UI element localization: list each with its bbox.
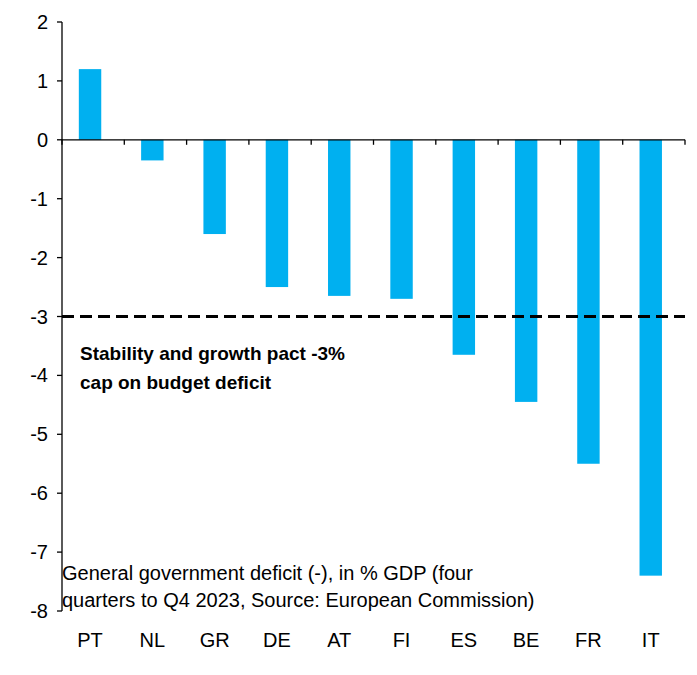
reference-label: cap on budget deficit xyxy=(80,372,272,393)
y-tick-label: -5 xyxy=(30,423,48,445)
y-tick xyxy=(57,375,62,376)
reference-label: Stability and growth pact -3% xyxy=(80,343,345,364)
x-tick-label: PT xyxy=(77,629,103,651)
x-tick xyxy=(124,140,125,145)
x-tick-label: AT xyxy=(327,629,351,651)
chart: -8 -7 -6 -5 -4 -3 -2 -1 0 1 2 PT NL GR DE AT FI ES BE FR IT S… xyxy=(0,0,697,675)
y-tick xyxy=(57,493,62,494)
bar xyxy=(141,140,163,161)
y-tick-label: 2 xyxy=(37,11,48,33)
bar xyxy=(328,140,350,296)
x-tick-label: ES xyxy=(450,629,477,651)
x-tick xyxy=(497,140,498,145)
bar xyxy=(390,140,412,299)
x-tick xyxy=(435,140,436,145)
y-tick-label: -8 xyxy=(30,600,48,622)
bars xyxy=(79,69,662,576)
title: General government deficit (-), in % GDP… xyxy=(62,562,473,584)
y-tick-label: 1 xyxy=(37,70,48,92)
x-tick-label: FR xyxy=(575,629,602,651)
x-tick-label: DE xyxy=(263,629,291,651)
bar xyxy=(266,140,288,287)
x-tick-label: BE xyxy=(513,629,540,651)
y-tick xyxy=(57,257,62,258)
y-tick-label: -6 xyxy=(30,482,48,504)
x-tick xyxy=(61,140,62,145)
y-tick-label: -4 xyxy=(30,364,48,386)
bar xyxy=(79,69,101,140)
x-tick-label: IT xyxy=(642,629,660,651)
y-tick-label: 0 xyxy=(37,129,48,151)
x-tick xyxy=(186,140,187,145)
reference-line xyxy=(62,315,685,318)
x-tick xyxy=(248,140,249,145)
bar xyxy=(577,140,599,464)
y-tick xyxy=(57,551,62,552)
y-tick-label: -3 xyxy=(30,306,48,328)
y-tick-label: -7 xyxy=(30,541,48,563)
x-tick xyxy=(622,140,623,145)
y-tick xyxy=(57,80,62,81)
x-tick-label: NL xyxy=(140,629,166,651)
title: quarters to Q4 2023, Source: European Co… xyxy=(62,589,534,611)
x-tick xyxy=(373,140,374,145)
y-tick xyxy=(57,139,62,140)
bar xyxy=(640,140,662,576)
y-tick xyxy=(57,198,62,199)
bar xyxy=(515,140,537,402)
x-tick xyxy=(560,140,561,145)
y-tick xyxy=(57,434,62,435)
bar xyxy=(453,140,475,355)
x-tick-label: GR xyxy=(200,629,230,651)
y-tick-label: -2 xyxy=(30,247,48,269)
x-tick xyxy=(684,140,685,145)
x-tick xyxy=(311,140,312,145)
y-tick-label: -1 xyxy=(30,188,48,210)
bar xyxy=(203,140,225,234)
y-tick xyxy=(57,21,62,22)
x-tick-label: FI xyxy=(393,629,411,651)
y-tick xyxy=(57,316,62,317)
